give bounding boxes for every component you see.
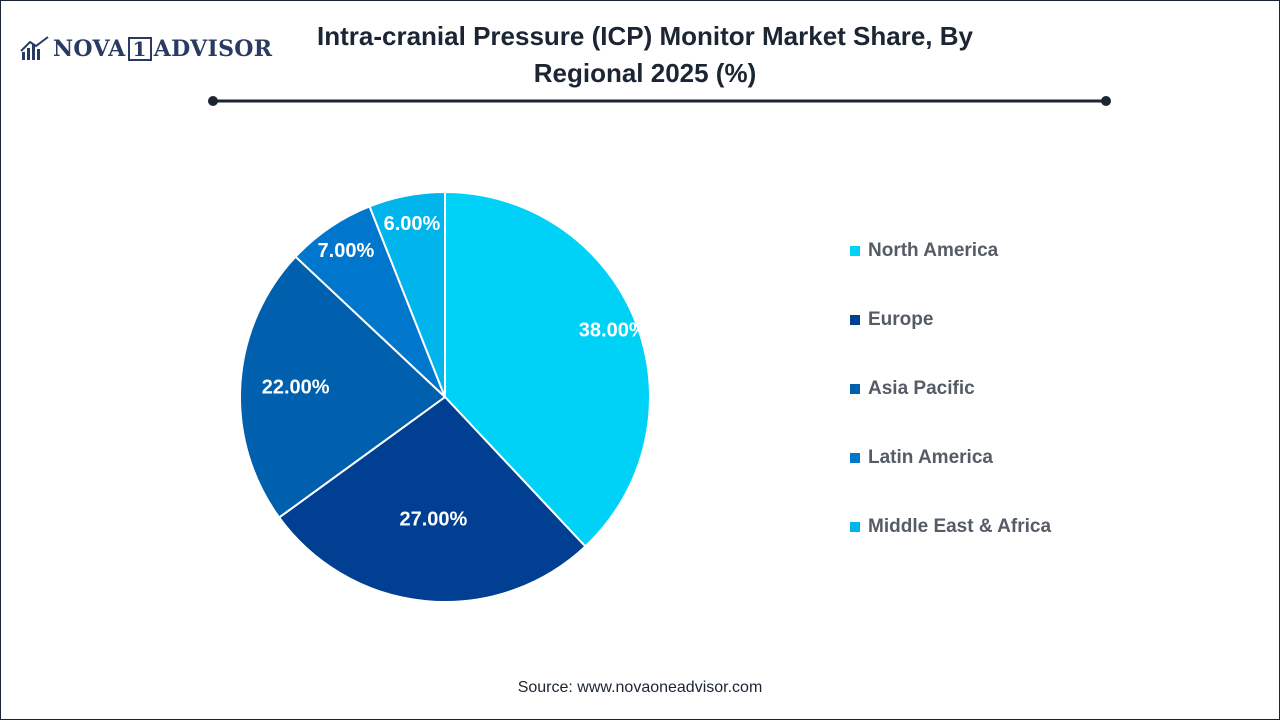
pie-slice-asia-pacific — [239, 255, 447, 519]
legend-item: Middle East & Africa — [850, 513, 1051, 541]
pie-data-label: 38.00% — [579, 320, 647, 342]
pie-data-label: 22.00% — [262, 377, 330, 399]
legend-label: Latin America — [868, 447, 993, 468]
pie-slice-europe — [277, 395, 587, 603]
source-note: Source: www.novaoneadvisor.com — [517, 679, 763, 696]
legend-label: Europe — [868, 309, 934, 330]
legend-item: North America — [850, 237, 1051, 265]
brand-name-part1: NOVA — [53, 36, 126, 62]
logo-bars-icon — [20, 36, 49, 60]
legend-swatch — [850, 453, 860, 463]
pie-data-label: 7.00% — [318, 240, 375, 262]
legend-label: Middle East & Africa — [868, 516, 1052, 537]
legend-swatch — [850, 384, 860, 394]
legend-item: Latin America — [850, 444, 1051, 472]
legend-item: Europe — [850, 306, 1051, 334]
legend-swatch — [850, 522, 860, 532]
title-divider — [208, 96, 1111, 106]
legend-swatch — [850, 315, 860, 325]
legend-item: Asia Pacific — [850, 375, 1051, 403]
pie-data-label: 6.00% — [384, 213, 441, 235]
chart-legend: North America Europe Asia Pacific Latin Ame… — [850, 237, 1051, 582]
legend-label: North America — [868, 240, 999, 261]
brand-name-part3: ADVISOR — [153, 36, 273, 62]
brand-logo: NOVA 1 ADVISOR — [20, 36, 272, 62]
pie-slice-north-america — [444, 190, 651, 548]
pie-slice-middle-east-africa — [368, 190, 446, 398]
brand-name-part2: 1 — [127, 37, 152, 61]
legend-label: Asia Pacific — [868, 378, 975, 399]
pie-data-label: 27.00% — [400, 508, 468, 530]
legend-swatch — [850, 246, 860, 256]
chart-title: Intra-cranial Pressure (ICP) Monitor Mar… — [317, 21, 973, 88]
